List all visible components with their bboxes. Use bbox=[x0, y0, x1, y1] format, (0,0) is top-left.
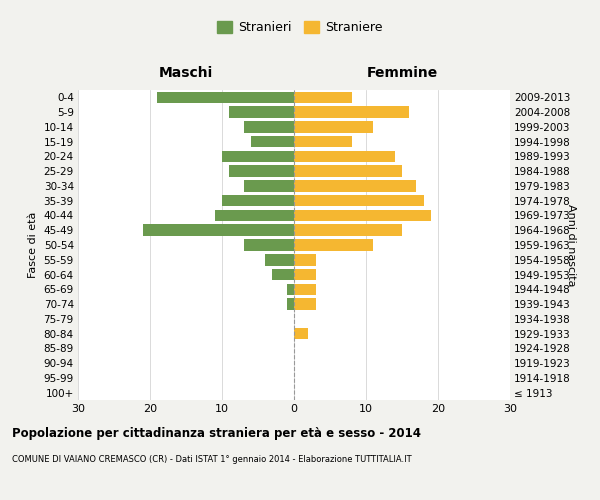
Bar bbox=[229, 166, 294, 177]
Bar bbox=[287, 284, 294, 295]
Bar bbox=[294, 298, 316, 310]
Bar bbox=[294, 180, 416, 192]
Text: Femmine: Femmine bbox=[367, 66, 437, 80]
Bar bbox=[265, 254, 294, 266]
Text: COMUNE DI VAIANO CREMASCO (CR) - Dati ISTAT 1° gennaio 2014 - Elaborazione TUTTI: COMUNE DI VAIANO CREMASCO (CR) - Dati IS… bbox=[12, 455, 412, 464]
Bar bbox=[294, 284, 316, 295]
Bar bbox=[272, 269, 294, 280]
Text: Popolazione per cittadinanza straniera per età e sesso - 2014: Popolazione per cittadinanza straniera p… bbox=[12, 428, 421, 440]
Legend: Stranieri, Straniere: Stranieri, Straniere bbox=[212, 16, 388, 40]
Bar bbox=[287, 298, 294, 310]
Bar bbox=[244, 239, 294, 251]
Bar bbox=[244, 121, 294, 132]
Bar bbox=[294, 150, 395, 162]
Bar bbox=[143, 224, 294, 236]
Bar bbox=[294, 195, 424, 206]
Bar bbox=[251, 136, 294, 147]
Bar bbox=[157, 92, 294, 103]
Bar bbox=[294, 210, 431, 221]
Bar bbox=[294, 121, 373, 132]
Bar bbox=[222, 195, 294, 206]
Bar bbox=[294, 254, 316, 266]
Bar bbox=[294, 224, 402, 236]
Bar bbox=[222, 150, 294, 162]
Bar bbox=[215, 210, 294, 221]
Text: Maschi: Maschi bbox=[159, 66, 213, 80]
Y-axis label: Fasce di età: Fasce di età bbox=[28, 212, 38, 278]
Bar bbox=[294, 239, 373, 251]
Bar bbox=[294, 92, 352, 103]
Bar bbox=[294, 269, 316, 280]
Bar bbox=[244, 180, 294, 192]
Bar bbox=[294, 328, 308, 340]
Bar bbox=[229, 106, 294, 118]
Bar bbox=[294, 136, 352, 147]
Bar bbox=[294, 106, 409, 118]
Y-axis label: Anni di nascita: Anni di nascita bbox=[566, 204, 577, 286]
Bar bbox=[294, 166, 402, 177]
